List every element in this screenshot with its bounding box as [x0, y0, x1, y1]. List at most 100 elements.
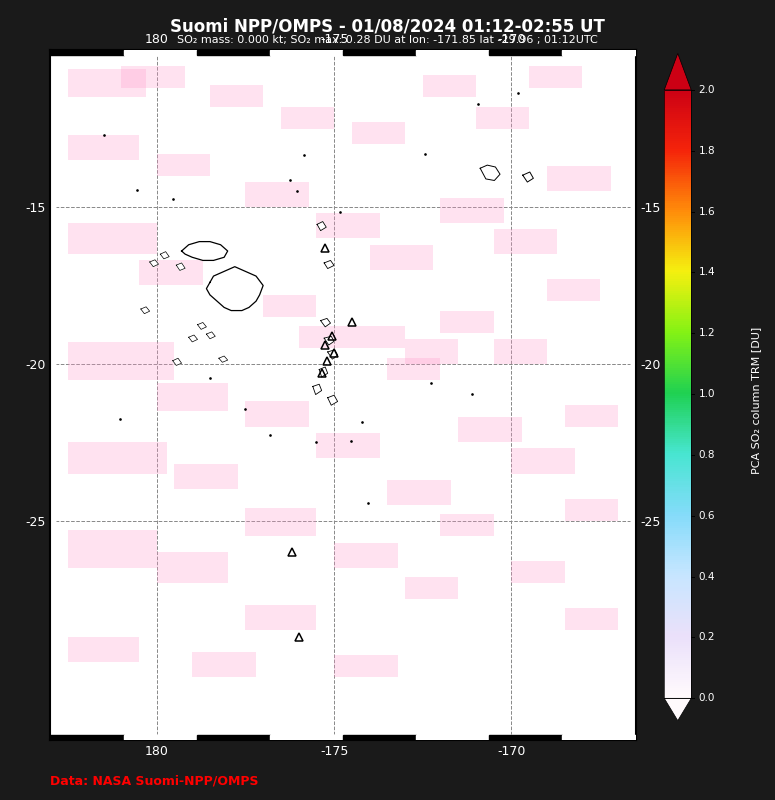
Text: Data: NASA Suomi-NPP/OMPS: Data: NASA Suomi-NPP/OMPS [50, 775, 259, 788]
Polygon shape [664, 577, 691, 578]
Polygon shape [664, 430, 691, 433]
Polygon shape [664, 364, 691, 366]
Polygon shape [664, 585, 691, 586]
Text: 0.6: 0.6 [698, 510, 715, 521]
Polygon shape [664, 522, 691, 524]
Bar [405, 577, 458, 599]
Polygon shape [664, 599, 691, 601]
Polygon shape [664, 425, 691, 426]
Bar [512, 449, 575, 474]
Polygon shape [664, 161, 691, 163]
Bar [197, 50, 270, 55]
Polygon shape [664, 652, 691, 654]
Polygon shape [664, 646, 691, 648]
Text: 1.0: 1.0 [698, 389, 715, 399]
Polygon shape [664, 611, 691, 613]
Polygon shape [664, 410, 691, 412]
Bar [422, 75, 476, 98]
Polygon shape [664, 102, 691, 104]
Polygon shape [664, 159, 691, 161]
Bar [122, 66, 185, 88]
Polygon shape [664, 392, 691, 394]
Bar [458, 417, 522, 442]
Polygon shape [664, 335, 691, 338]
Polygon shape [664, 613, 691, 615]
Polygon shape [664, 626, 691, 627]
Polygon shape [160, 252, 169, 259]
Polygon shape [664, 145, 691, 146]
Polygon shape [664, 146, 691, 149]
Polygon shape [664, 116, 691, 118]
Bar [298, 326, 352, 348]
Polygon shape [664, 398, 691, 400]
Polygon shape [664, 512, 691, 514]
Polygon shape [664, 487, 691, 490]
Polygon shape [664, 124, 691, 126]
Bar [343, 50, 416, 55]
Polygon shape [664, 380, 691, 382]
Text: 1.8: 1.8 [698, 146, 715, 156]
Polygon shape [664, 175, 691, 177]
Polygon shape [664, 319, 691, 321]
Polygon shape [664, 293, 691, 294]
Polygon shape [664, 303, 691, 305]
Bar [316, 214, 381, 238]
Bar [405, 338, 458, 364]
Polygon shape [664, 248, 691, 250]
Polygon shape [664, 682, 691, 684]
Polygon shape [664, 130, 691, 133]
Polygon shape [664, 366, 691, 368]
Polygon shape [664, 232, 691, 234]
Polygon shape [664, 445, 691, 447]
Polygon shape [664, 400, 691, 402]
Polygon shape [664, 581, 691, 582]
Polygon shape [198, 322, 206, 330]
Polygon shape [176, 263, 185, 270]
Polygon shape [664, 298, 691, 301]
Polygon shape [522, 172, 533, 182]
Polygon shape [664, 96, 691, 98]
Bar [563, 735, 636, 740]
Polygon shape [664, 662, 691, 664]
Polygon shape [664, 660, 691, 662]
Polygon shape [664, 678, 691, 680]
Polygon shape [664, 100, 691, 102]
Polygon shape [321, 318, 330, 327]
Polygon shape [206, 266, 264, 310]
Polygon shape [664, 343, 691, 346]
Polygon shape [664, 668, 691, 670]
Polygon shape [664, 534, 691, 536]
Polygon shape [664, 311, 691, 313]
Polygon shape [664, 244, 691, 246]
Polygon shape [664, 198, 691, 199]
Polygon shape [664, 595, 691, 597]
Polygon shape [664, 394, 691, 396]
Polygon shape [664, 187, 691, 190]
Bar [388, 480, 451, 505]
Bar [68, 135, 139, 160]
Polygon shape [664, 556, 691, 558]
Bar [157, 552, 228, 583]
Bar [489, 735, 563, 740]
Polygon shape [664, 404, 691, 406]
Polygon shape [664, 461, 691, 463]
Bar [123, 735, 197, 740]
Text: 1.6: 1.6 [698, 206, 715, 217]
Polygon shape [664, 631, 691, 634]
Polygon shape [664, 656, 691, 658]
Polygon shape [664, 317, 691, 319]
Polygon shape [664, 643, 691, 646]
Polygon shape [664, 268, 691, 270]
Bar [316, 433, 381, 458]
Polygon shape [664, 544, 691, 546]
Bar [416, 735, 489, 740]
Polygon shape [664, 414, 691, 417]
Polygon shape [173, 358, 181, 366]
Polygon shape [664, 286, 691, 289]
Bar [157, 382, 228, 411]
Polygon shape [664, 694, 691, 696]
Polygon shape [181, 242, 228, 261]
Polygon shape [664, 90, 691, 92]
Polygon shape [664, 548, 691, 550]
Bar [264, 295, 316, 317]
